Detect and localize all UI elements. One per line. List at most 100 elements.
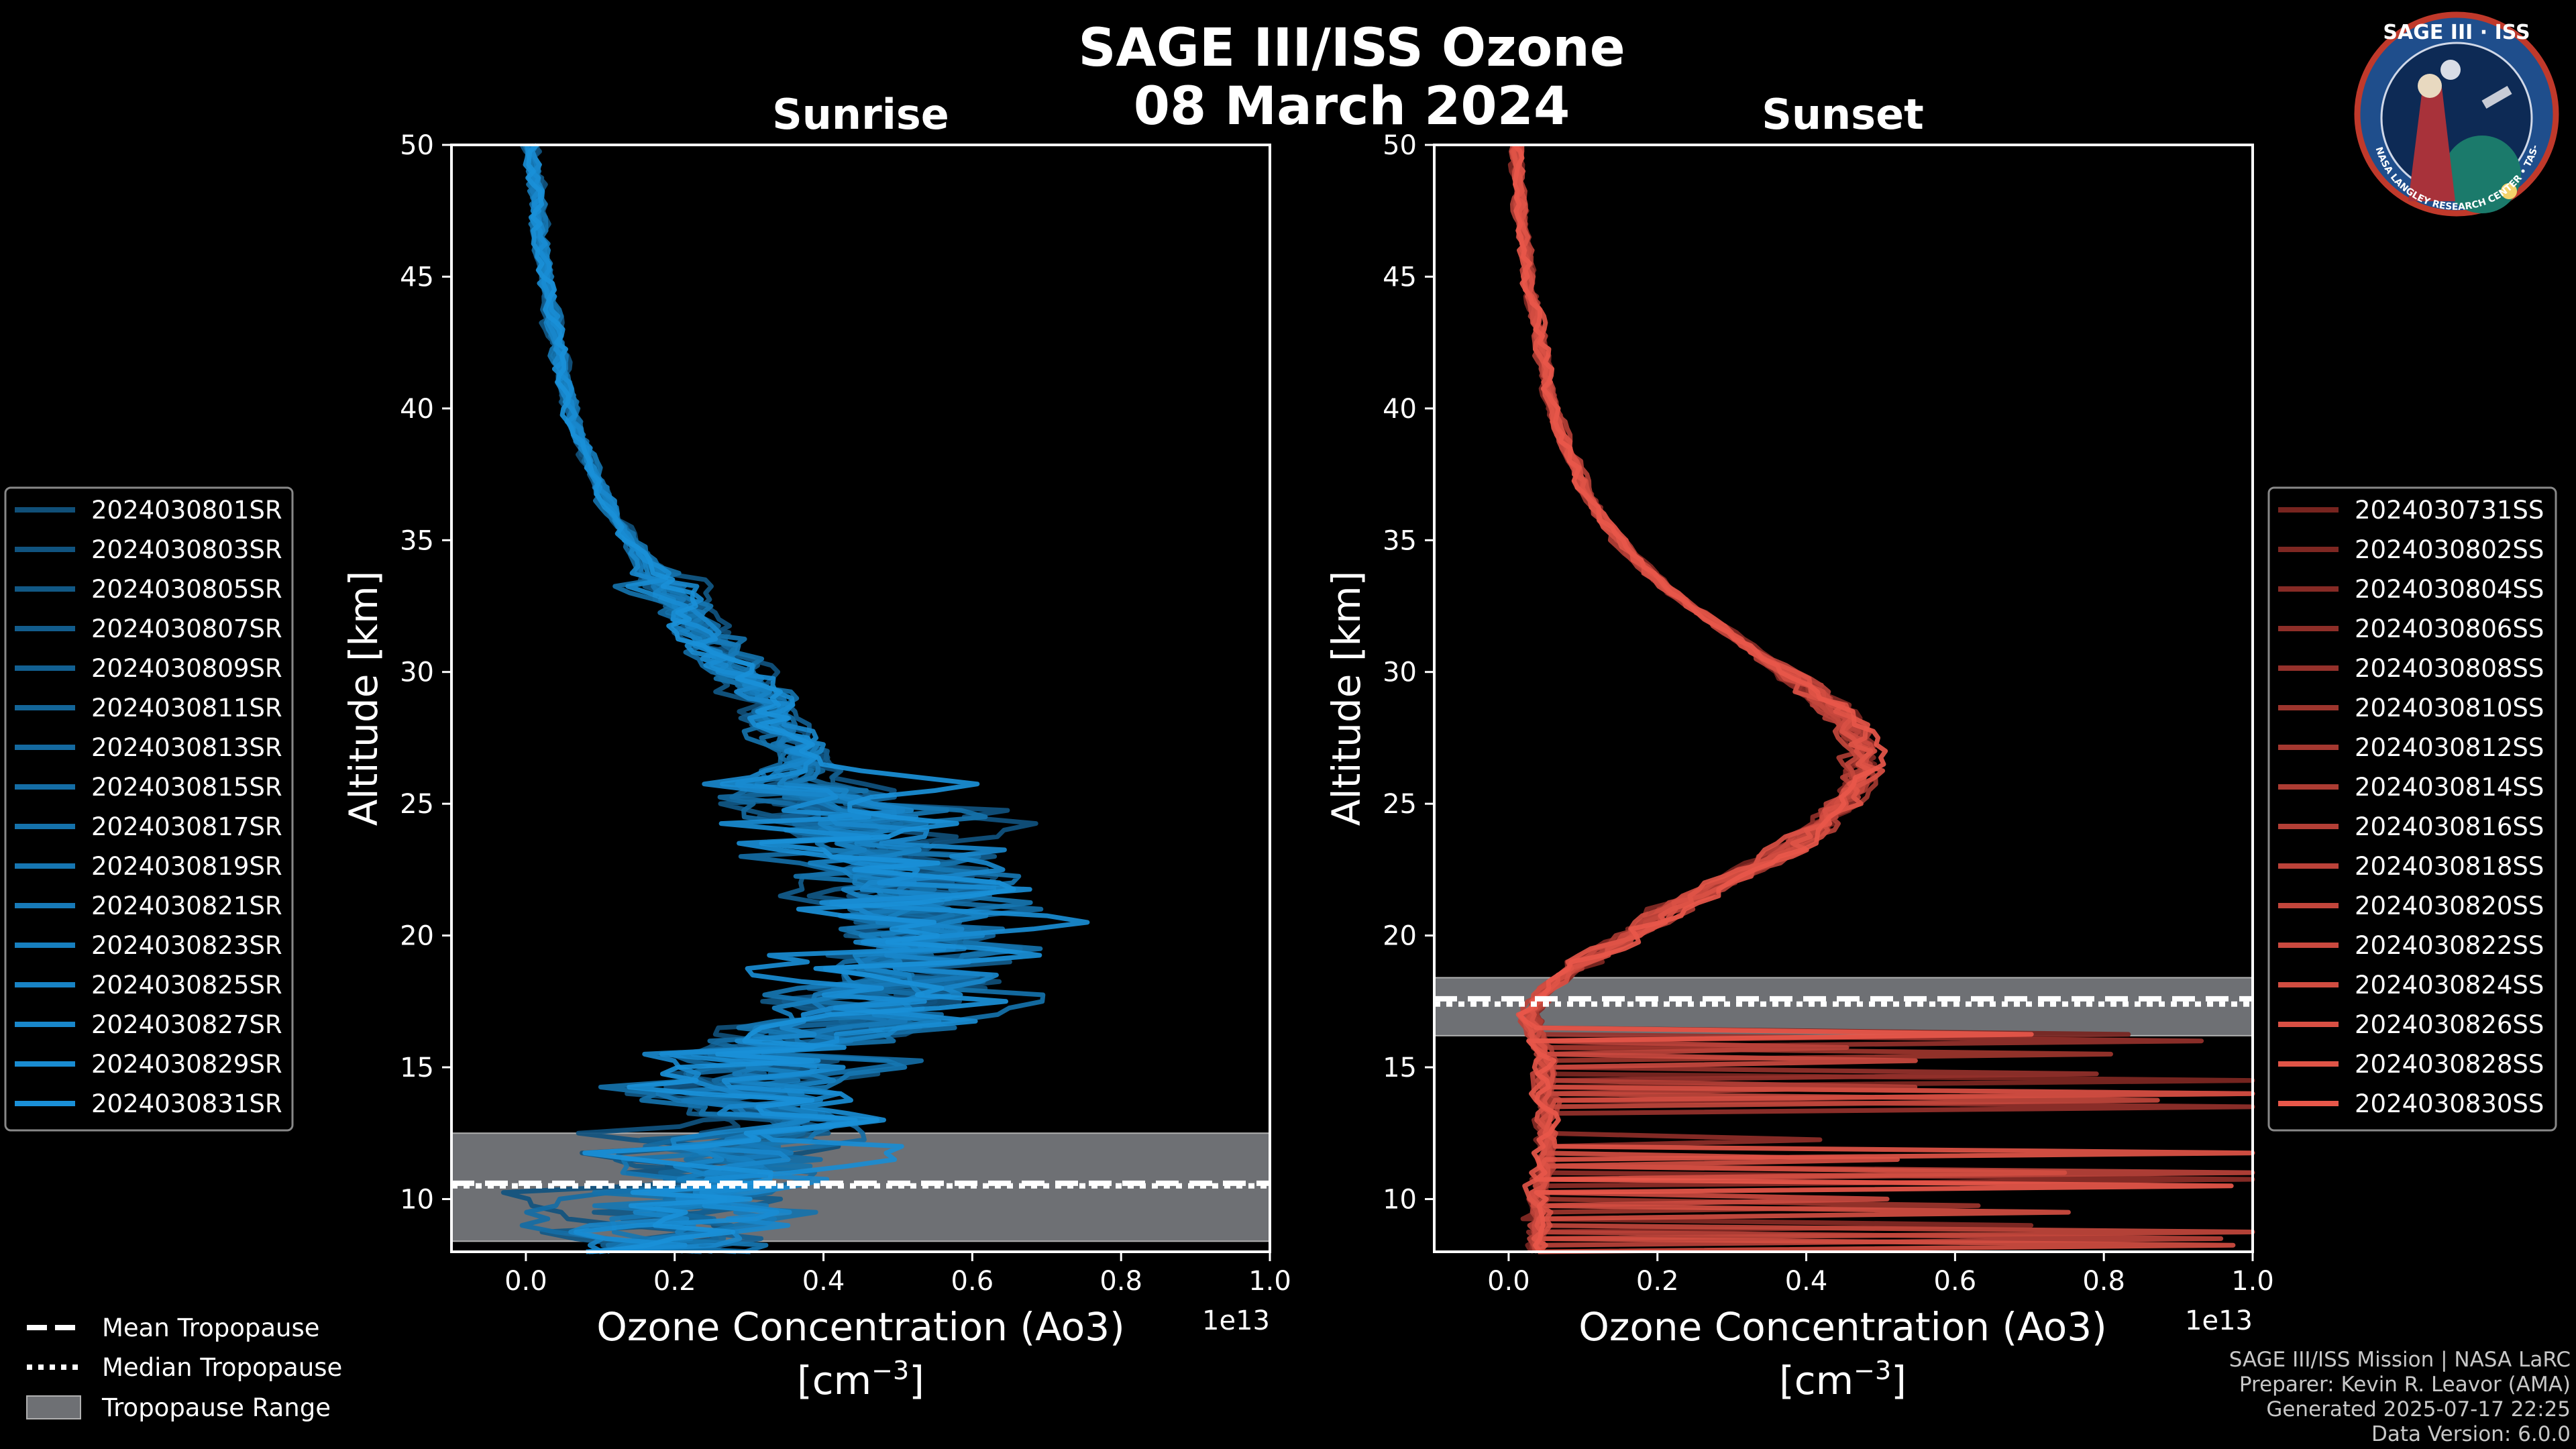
sunset-x-tick-label: 0.0 xyxy=(1487,1266,1530,1297)
sunset-x-axis-units: [cm−3] xyxy=(1779,1356,1907,1403)
logo-wizard-icon xyxy=(2408,87,2455,201)
sunset-panel: Sunset 0.0 0.2 0.4 0.6 0.8 1.0 10 15 20 25 30 35 40… xyxy=(1324,90,2274,1403)
sunset-legend-label: 2024030820SS xyxy=(2355,892,2544,920)
sunrise-x-scale-label: 1e13 xyxy=(1202,1305,1270,1336)
sunset-panel-title: Sunset xyxy=(1762,90,1924,139)
sunset-x-tick-label: 1.0 xyxy=(2231,1266,2274,1297)
sunrise-y-tick-label: 45 xyxy=(400,262,434,292)
sunrise-y-tick-label: 50 xyxy=(400,130,434,161)
main-title-line2: 08 March 2024 xyxy=(1134,76,1570,137)
sunset-legend-label: 2024030808SS xyxy=(2355,654,2544,683)
sunset-y-tick-label: 30 xyxy=(1383,657,1417,688)
sunrise-legend-label: 2024030815SR xyxy=(91,773,282,802)
sunset-x-axis-label: Ozone Concentration (Ao3) xyxy=(1578,1304,2107,1350)
sunset-x-scale-label: 1e13 xyxy=(2185,1305,2253,1336)
sunrise-y-tick-label: 25 xyxy=(400,789,434,820)
sunset-y-tick-label: 20 xyxy=(1383,921,1417,952)
credit-line-3: Generated 2025-07-17 22:25 xyxy=(2266,1397,2571,1421)
sunrise-x-tick-label: 0.6 xyxy=(951,1266,994,1297)
sunset-y-tick-label: 10 xyxy=(1383,1184,1417,1215)
credit-line-4: Data Version: 6.0.0 xyxy=(2371,1422,2571,1446)
sunrise-panel-title: Sunrise xyxy=(772,90,949,139)
sunset-legend-label: 2024030810SS xyxy=(2355,694,2544,722)
tropopause-range-label: Tropopause Range xyxy=(101,1393,331,1422)
sunset-x-tick-label: 0.4 xyxy=(1785,1266,1828,1297)
sunrise-legend-label: 2024030811SR xyxy=(91,694,282,722)
sunrise-legend-label: 2024030825SR xyxy=(91,971,282,1000)
sunset-legend-entries: 2024030731SS 2024030802SS 2024030804SS 2024… xyxy=(2278,496,2544,1118)
sunrise-legend-label: 2024030813SR xyxy=(91,733,282,762)
credit-line-2: Preparer: Kevin R. Leavor (AMA) xyxy=(2239,1373,2571,1397)
sunrise-legend-label: 2024030809SR xyxy=(91,654,282,683)
sunrise-x-tick-label: 0.2 xyxy=(653,1266,696,1297)
sunset-legend-label: 2024030828SS xyxy=(2355,1050,2544,1079)
tropopause-range-swatch xyxy=(26,1395,81,1419)
sunrise-y-tick-label: 10 xyxy=(400,1184,434,1215)
sunset-legend-label: 2024030816SS xyxy=(2355,812,2544,841)
tropopause-legend: Mean Tropopause Median Tropopause Tropop… xyxy=(26,1313,342,1422)
sunset-x-tick-label: 0.8 xyxy=(2082,1266,2125,1297)
sunrise-legend-label: 2024030831SR xyxy=(91,1089,282,1118)
sunrise-legend-label: 2024030817SR xyxy=(91,812,282,841)
sunrise-y-tick-label: 35 xyxy=(400,525,434,556)
sunrise-y-tick-label: 40 xyxy=(400,394,434,425)
sunset-legend-label: 2024030822SS xyxy=(2355,931,2544,960)
sunset-legend-label: 2024030818SS xyxy=(2355,852,2544,881)
sunrise-legend-label: 2024030827SR xyxy=(91,1010,282,1039)
sunrise-y-tick-label: 15 xyxy=(400,1053,434,1083)
mean-tropopause-label: Mean Tropopause xyxy=(102,1313,320,1342)
logo-title: SAGE III · ISS xyxy=(2383,21,2530,44)
sunrise-x-axis-units: [cm−3] xyxy=(797,1356,924,1403)
sunrise-legend-label: 2024030803SR xyxy=(91,535,282,564)
sunrise-plot-frame xyxy=(450,144,1271,1253)
sunrise-legend-label: 2024030829SR xyxy=(91,1050,282,1079)
sunset-plot-frame xyxy=(1433,144,2254,1253)
sunrise-x-tick-label: 0.0 xyxy=(504,1266,547,1297)
sunset-y-tick-label: 40 xyxy=(1383,394,1417,425)
sunset-x-tick-label: 0.2 xyxy=(1636,1266,1679,1297)
sunrise-legend-entries: 2024030801SR 2024030803SR 2024030805SR 2024… xyxy=(15,496,282,1118)
sunset-legend-label: 2024030731SS xyxy=(2355,496,2544,525)
sunrise-y-tick-label: 30 xyxy=(400,657,434,688)
sunset-y-axis-label: Altitude [km] xyxy=(1324,571,1369,826)
sunset-y-tick-label: 15 xyxy=(1383,1053,1417,1083)
sunrise-series-2024030829SR xyxy=(523,144,1090,1254)
sunset-legend-label: 2024030830SS xyxy=(2355,1089,2544,1118)
sunrise-y-axis-label: Altitude [km] xyxy=(341,571,386,826)
sunrise-legend-label: 2024030823SR xyxy=(91,931,282,960)
sunset-y-tick-label: 45 xyxy=(1383,262,1417,292)
sunset-series-2024030830SS xyxy=(1513,143,2234,1253)
sunset-legend-label: 2024030802SS xyxy=(2355,535,2544,564)
logo-moon-icon xyxy=(2440,60,2461,80)
sunset-y-tick-label: 35 xyxy=(1383,525,1417,556)
sunrise-series-2024030831SR xyxy=(525,143,1042,1254)
sunset-y-ticks: 10 15 20 25 30 35 40 45 50 xyxy=(1383,130,1434,1215)
sunset-legend-label: 2024030826SS xyxy=(2355,1010,2544,1039)
sunset-y-tick-label: 25 xyxy=(1383,789,1417,820)
sunrise-y-ticks: 10 15 20 25 30 35 40 45 50 xyxy=(400,130,451,1215)
credit-line-1: SAGE III/ISS Mission | NASA LaRC xyxy=(2229,1348,2571,1372)
sunrise-series-group xyxy=(500,143,1090,1254)
median-tropopause-label: Median Tropopause xyxy=(102,1353,342,1382)
credits-block: SAGE III/ISS Mission | NASA LaRC Prepare… xyxy=(2229,1348,2571,1446)
sunrise-x-ticks: 0.0 0.2 0.4 0.6 0.8 1.0 xyxy=(504,1252,1291,1297)
sunset-legend-frame xyxy=(2267,486,2557,1132)
sunrise-plot-area xyxy=(451,145,1270,1252)
sunset-legend-label: 2024030824SS xyxy=(2355,971,2544,1000)
sunset-x-tick-label: 0.6 xyxy=(1934,1266,1977,1297)
sunrise-x-axis-label: Ozone Concentration (Ao3) xyxy=(596,1304,1125,1350)
sunset-legend-label: 2024030812SS xyxy=(2355,733,2544,762)
logo-wizard-head-icon xyxy=(2418,74,2442,98)
sunset-legend-label: 2024030814SS xyxy=(2355,773,2544,802)
sunrise-legend-label: 2024030821SR xyxy=(91,892,282,920)
sunset-y-tick-label: 50 xyxy=(1383,130,1417,161)
sunrise-legend-label: 2024030807SR xyxy=(91,614,282,643)
sunset-legend-label: 2024030806SS xyxy=(2355,614,2544,643)
main-title-line1: SAGE III/ISS Ozone xyxy=(1078,18,1625,78)
sunset-legend: 2024030731SS 2024030802SS 2024030804SS 2024… xyxy=(2267,486,2557,1132)
sunrise-x-tick-label: 1.0 xyxy=(1248,1266,1291,1297)
sunrise-legend-frame xyxy=(4,486,294,1132)
sunset-legend-label: 2024030804SS xyxy=(2355,575,2544,604)
sunrise-legend: 2024030801SR 2024030803SR 2024030805SR 2024… xyxy=(4,486,294,1132)
